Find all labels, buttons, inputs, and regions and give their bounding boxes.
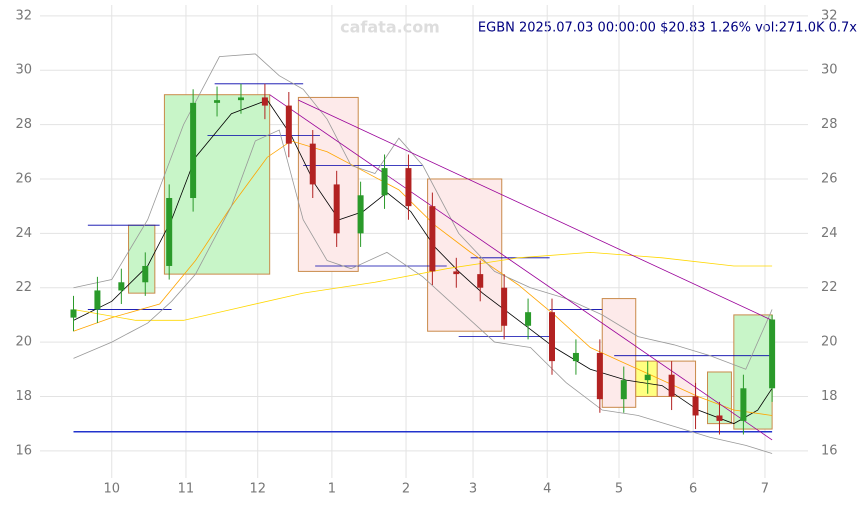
x-tick-label: 10 [104, 482, 121, 497]
zone-box [733, 314, 773, 430]
candle-body [716, 415, 723, 421]
indicator-line [73, 129, 773, 454]
y-tick-label-right: 24 [821, 226, 838, 241]
candle-body [70, 309, 77, 318]
y-tick-label-right: 22 [821, 280, 838, 295]
x-tick-label: 12 [249, 482, 266, 497]
candle-body [453, 271, 460, 275]
candle-body [596, 352, 603, 400]
candle-body [769, 319, 776, 389]
candle-body [214, 100, 221, 103]
candle-body [429, 206, 436, 272]
candle-body [501, 287, 508, 326]
candle-body [261, 97, 268, 106]
x-tick-label: 4 [543, 482, 551, 497]
y-tick-label: 24 [15, 226, 32, 241]
y-tick-label-right: 18 [821, 389, 838, 404]
candle-body [118, 282, 125, 291]
indicator-line [269, 94, 773, 441]
candle-body [381, 168, 388, 196]
indicator-line [73, 53, 773, 370]
chart-title: EGBN 2025.07.03 00:00:00 $20.83 1.26% vo… [478, 21, 857, 36]
zone-box [297, 96, 359, 272]
candle-body [477, 274, 484, 288]
zone-box [656, 360, 697, 397]
y-tick-label: 28 [15, 117, 32, 132]
indicator-line [73, 251, 773, 321]
candle-body [309, 143, 316, 185]
candle-body [237, 97, 244, 101]
candle-body [405, 168, 412, 207]
candle-body [142, 265, 149, 283]
x-tick-label: 11 [178, 482, 195, 497]
watermark: cafata.com [340, 18, 440, 37]
candle-body [333, 184, 340, 234]
x-tick-label: 1 [328, 482, 336, 497]
y-tick-label: 18 [15, 389, 32, 404]
x-tick-label: 2 [402, 482, 410, 497]
y-tick-label: 30 [15, 63, 32, 78]
candle-body [166, 198, 173, 266]
zone-box [163, 94, 271, 275]
x-tick-label: 7 [761, 482, 769, 497]
candle-body [668, 374, 675, 397]
candle-body [357, 195, 364, 234]
candle-body [692, 396, 699, 416]
candle-body [620, 380, 627, 400]
y-tick-label-right: 28 [821, 117, 838, 132]
candle-body [190, 102, 197, 199]
y-tick-label: 26 [15, 171, 32, 186]
zone-box [601, 298, 637, 408]
candle-body [644, 374, 651, 381]
y-tick-label: 16 [15, 443, 32, 458]
y-tick-label: 20 [15, 335, 32, 350]
zone-box [427, 178, 503, 332]
y-tick-label-right: 16 [821, 443, 838, 458]
candle-body [525, 312, 532, 326]
candle-body [285, 105, 292, 144]
y-tick-label-right: 30 [821, 63, 838, 78]
candle-body [94, 290, 101, 310]
indicator-line [298, 99, 773, 321]
candle-body [740, 388, 747, 421]
y-tick-label-right: 20 [821, 335, 838, 350]
x-tick-label: 3 [469, 482, 477, 497]
candle-body [572, 352, 579, 362]
x-tick-label: 6 [689, 482, 697, 497]
x-tick-label: 5 [615, 482, 623, 497]
indicator-line [73, 140, 773, 416]
y-tick-label: 22 [15, 280, 32, 295]
candle-body [549, 312, 555, 362]
y-tick-label-right: 32 [821, 8, 838, 23]
y-tick-label: 32 [15, 8, 32, 23]
y-tick-label-right: 26 [821, 171, 838, 186]
